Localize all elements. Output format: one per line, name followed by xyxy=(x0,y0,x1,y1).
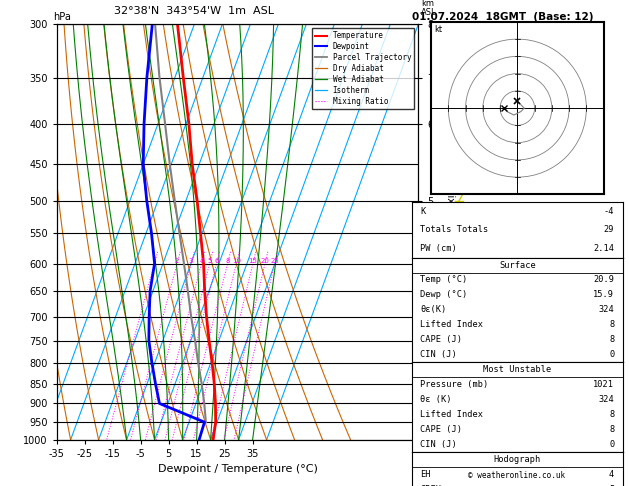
Text: -4: -4 xyxy=(604,207,615,215)
Text: hPa: hPa xyxy=(53,12,71,22)
Text: 1021: 1021 xyxy=(593,380,615,389)
Text: LCL: LCL xyxy=(425,417,441,427)
Text: θε(K): θε(K) xyxy=(420,305,447,314)
Text: 15: 15 xyxy=(248,258,257,263)
Text: EH: EH xyxy=(420,470,431,479)
Text: PW (cm): PW (cm) xyxy=(420,244,457,253)
Text: km
ASL: km ASL xyxy=(421,0,437,17)
Text: 6: 6 xyxy=(214,258,219,263)
Text: CAPE (J): CAPE (J) xyxy=(420,425,462,434)
Text: Most Unstable: Most Unstable xyxy=(483,365,552,374)
Text: kt: kt xyxy=(435,25,443,34)
Text: SREH: SREH xyxy=(420,485,442,486)
Text: 324: 324 xyxy=(599,395,615,404)
Text: 15.9: 15.9 xyxy=(593,291,615,299)
Text: © weatheronline.co.uk: © weatheronline.co.uk xyxy=(469,471,565,480)
Text: 25: 25 xyxy=(270,258,279,263)
Text: CIN (J): CIN (J) xyxy=(420,440,457,449)
Legend: Temperature, Dewpoint, Parcel Trajectory, Dry Adiabat, Wet Adiabat, Isotherm, Mi: Temperature, Dewpoint, Parcel Trajectory… xyxy=(312,28,415,109)
Text: Lifted Index: Lifted Index xyxy=(420,320,484,329)
Text: CAPE (J): CAPE (J) xyxy=(420,335,462,344)
Text: 29: 29 xyxy=(604,225,615,234)
Text: Hodograph: Hodograph xyxy=(494,455,541,464)
Text: 0: 0 xyxy=(609,350,615,359)
X-axis label: Dewpoint / Temperature (°C): Dewpoint / Temperature (°C) xyxy=(157,465,318,474)
Text: 8: 8 xyxy=(609,320,615,329)
Text: 20.9: 20.9 xyxy=(593,276,615,284)
Text: K: K xyxy=(420,207,426,215)
Text: Totals Totals: Totals Totals xyxy=(420,225,489,234)
Text: 10: 10 xyxy=(232,258,241,263)
Text: 8: 8 xyxy=(609,410,615,419)
Text: 3: 3 xyxy=(189,258,193,263)
Text: 32°38'N  343°54'W  1m  ASL: 32°38'N 343°54'W 1m ASL xyxy=(114,5,274,16)
Y-axis label: Mixing Ratio (g/kg): Mixing Ratio (g/kg) xyxy=(445,186,455,278)
Text: Lifted Index: Lifted Index xyxy=(420,410,484,419)
Text: θε (K): θε (K) xyxy=(420,395,452,404)
Text: 5: 5 xyxy=(609,485,615,486)
Text: 8: 8 xyxy=(609,425,615,434)
Text: Temp (°C): Temp (°C) xyxy=(420,276,468,284)
Text: 4: 4 xyxy=(199,258,204,263)
Text: Pressure (mb): Pressure (mb) xyxy=(420,380,489,389)
Text: Surface: Surface xyxy=(499,260,536,270)
Text: 2.14: 2.14 xyxy=(593,244,615,253)
Text: 5: 5 xyxy=(208,258,212,263)
Text: 8: 8 xyxy=(225,258,230,263)
Text: 4: 4 xyxy=(609,470,615,479)
Text: Dewp (°C): Dewp (°C) xyxy=(420,291,468,299)
Text: 20: 20 xyxy=(260,258,269,263)
Text: 01.07.2024  18GMT  (Base: 12): 01.07.2024 18GMT (Base: 12) xyxy=(412,12,594,22)
Text: 324: 324 xyxy=(599,305,615,314)
Text: 0: 0 xyxy=(609,440,615,449)
Text: 8: 8 xyxy=(609,335,615,344)
Text: CIN (J): CIN (J) xyxy=(420,350,457,359)
Text: 2: 2 xyxy=(175,258,179,263)
